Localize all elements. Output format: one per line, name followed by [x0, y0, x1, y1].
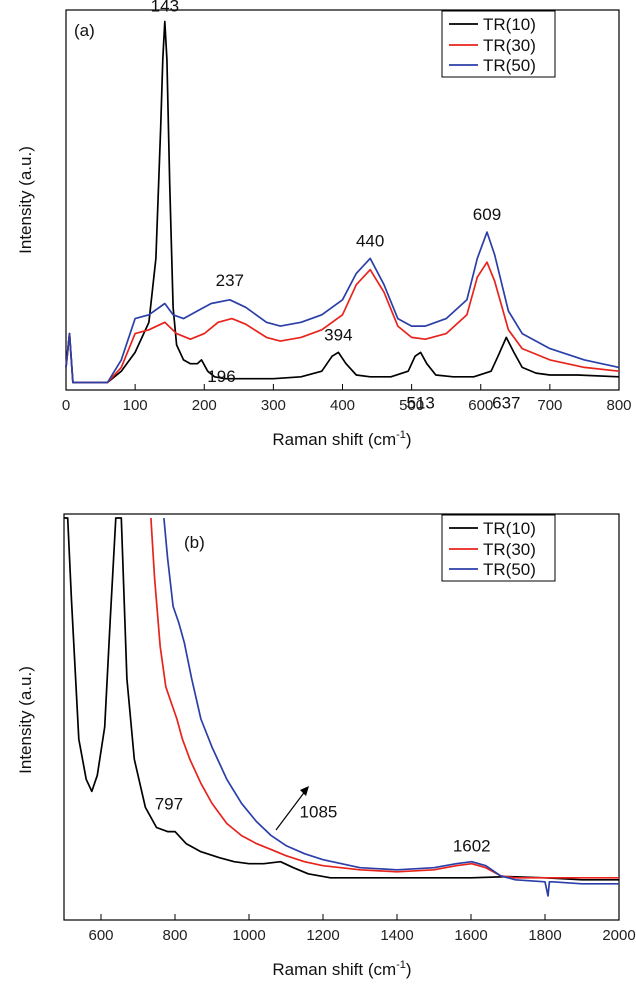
panel-a-series-tr30 — [65, 261, 620, 384]
panel-a-legend: TR(10) TR(30) TR(50) — [441, 10, 556, 78]
panel-a-label: (a) — [74, 21, 95, 40]
panel-b-1085-arrow-shaft — [275, 789, 307, 831]
panel-a-xlabel-main: Raman shift (cm — [272, 430, 396, 449]
panel-a-legend-box — [441, 10, 556, 78]
panel-b-xtick-label: 2000 — [602, 927, 635, 944]
panel-a-xtick-label: 200 — [192, 397, 217, 414]
panel-b-annotations-group: 797 1085 1602 — [155, 795, 491, 856]
panel-a-legend-label-tr50: TR(50) — [483, 56, 536, 75]
panel-a: 0 100 200 300 400 500 600 700 800 143 237 196 394 44… — [16, 0, 632, 449]
panel-b-xtick-label: 1800 — [528, 927, 561, 944]
panel-b-series-group — [64, 517, 619, 897]
panel-a-xtick-label: 500 — [399, 397, 424, 414]
panel-b-legend-label-tr30: TR(30) — [483, 540, 536, 559]
panel-b-xtick-label: 1200 — [306, 927, 339, 944]
panel-a-peak-label-394: 394 — [324, 325, 352, 344]
panel-b-label: (b) — [184, 533, 205, 552]
panel-a-peak-label-440: 440 — [356, 231, 384, 250]
panel-a-peak-label-237: 237 — [216, 271, 244, 290]
panel-a-xlabel: Raman shift (cm-1) — [272, 429, 411, 449]
panel-a-peak-label-637: 637 — [492, 394, 520, 413]
panel-b-legend-label-tr10: TR(10) — [483, 519, 536, 538]
panel-b-legend-label-tr50: TR(50) — [483, 560, 536, 579]
panel-a-xtick-label: 100 — [123, 397, 148, 414]
panel-b-xlabel: Raman shift (cm-1) — [272, 959, 411, 979]
panel-a-series-group — [65, 20, 620, 384]
panel-b-xlabel-main: Raman shift (cm — [272, 960, 396, 979]
panel-a-legend-label-tr30: TR(30) — [483, 36, 536, 55]
panel-a-xtick-label: 600 — [468, 397, 493, 414]
panel-b-xtick-label: 1400 — [380, 927, 413, 944]
panel-b-ylabel: Intensity (a.u.) — [16, 666, 35, 774]
panel-b: 600 800 1000 1200 1400 1600 1800 2000 797 1085 16… — [16, 513, 636, 979]
panel-b-peak-label-797: 797 — [155, 795, 183, 814]
panel-b-peak-label-1085: 1085 — [300, 803, 338, 822]
panel-a-peak-label-196: 196 — [207, 367, 235, 386]
panel-a-peak-label-609: 609 — [473, 205, 501, 224]
panel-b-xtick-label: 800 — [162, 927, 187, 944]
panel-a-xtick-label: 300 — [261, 397, 286, 414]
panel-a-legend-label-tr10: TR(10) — [483, 15, 536, 34]
panel-b-legend: TR(10) TR(30) TR(50) — [441, 514, 556, 582]
panel-b-ticks-group: 600 800 1000 1200 1400 1600 1800 2000 — [88, 914, 636, 944]
panel-a-series-tr10 — [65, 20, 620, 384]
panel-a-annotations-group: 143 237 196 394 440 513 609 637 — [151, 0, 521, 413]
panel-b-series-tr50 — [163, 517, 619, 897]
panel-b-plot-frame — [63, 513, 620, 921]
panel-a-ticks-group: 0 100 200 300 400 500 600 700 800 — [62, 384, 632, 414]
panel-b-series-tr10 — [64, 517, 619, 881]
panel-a-xlabel-tail: ) — [406, 430, 412, 449]
panel-a-series-tr50 — [65, 231, 620, 384]
panel-b-xtick-label: 1000 — [232, 927, 265, 944]
panel-b-peak-label-1602: 1602 — [453, 837, 491, 856]
panel-b-xtick-label: 600 — [88, 927, 113, 944]
panel-a-xtick-label: 0 — [62, 397, 70, 414]
panel-b-legend-box — [441, 514, 556, 582]
panel-a-xtick-label: 800 — [606, 397, 631, 414]
panel-b-xlabel-sup: -1 — [396, 959, 406, 971]
panel-a-xtick-label: 400 — [330, 397, 355, 414]
panel-b-xtick-label: 1600 — [454, 927, 487, 944]
panel-a-peak-label-143: 143 — [151, 0, 179, 16]
panel-b-1085-arrowhead — [300, 786, 309, 796]
panel-a-peak-label-513: 513 — [406, 394, 434, 413]
panel-b-xlabel-tail: ) — [406, 960, 412, 979]
panel-a-xtick-label: 700 — [537, 397, 562, 414]
panel-a-ylabel: Intensity (a.u.) — [16, 146, 35, 254]
panel-a-xlabel-sup: -1 — [396, 429, 406, 441]
